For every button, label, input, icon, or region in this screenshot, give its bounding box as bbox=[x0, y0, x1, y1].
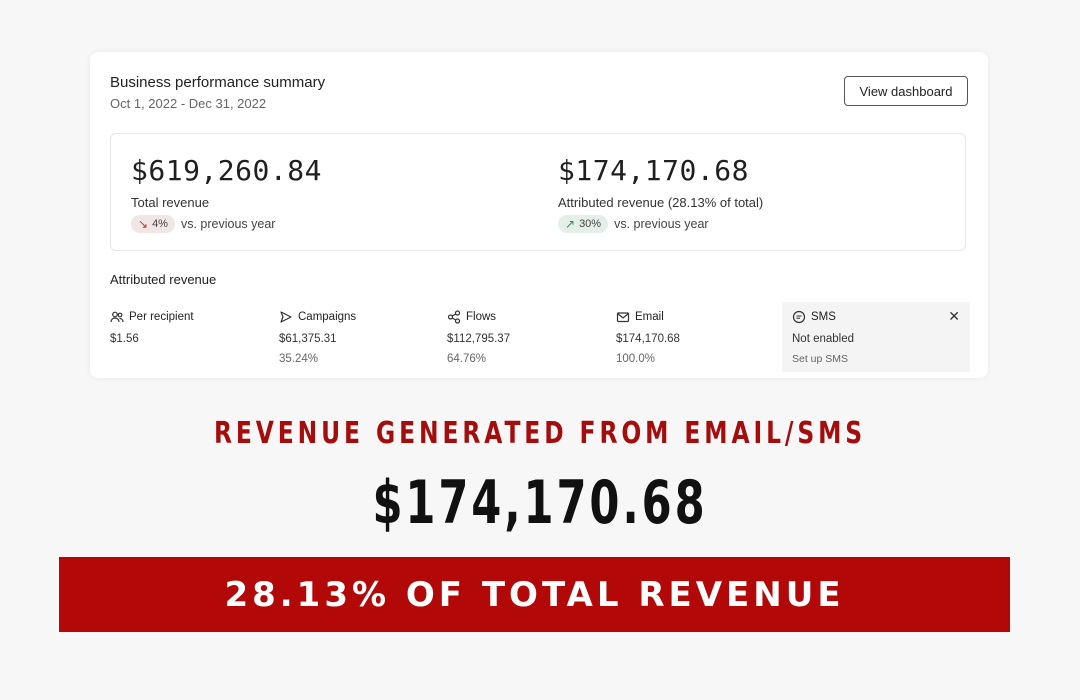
flows-value: $112,795.37 bbox=[447, 333, 511, 345]
campaigns-percent: 35.24% bbox=[279, 353, 319, 365]
flow-icon bbox=[447, 310, 461, 324]
envelope-icon bbox=[616, 310, 630, 324]
flows-column: Flows $112,795.37 64.76% bbox=[447, 310, 615, 365]
attributed-change-text: vs. previous year bbox=[614, 217, 709, 231]
overlay-big-number: $174,170.68 bbox=[372, 468, 708, 538]
view-dashboard-button[interactable]: View dashboard bbox=[844, 76, 968, 106]
attributed-revenue-metric: $174,170.68 Attributed revenue (28.13% o… bbox=[558, 154, 763, 233]
sms-label: SMS bbox=[811, 311, 836, 323]
trend-down-icon: ↘ bbox=[138, 217, 149, 231]
change-badge-up: ↗ 30% bbox=[558, 215, 609, 233]
attributed-revenue-label: Attributed revenue (28.13% of total) bbox=[558, 195, 764, 210]
close-icon[interactable]: ✕ bbox=[948, 308, 960, 324]
trend-up-icon: ↗ bbox=[565, 217, 576, 231]
sms-column: SMS Not enabled Set up SMS ✕ bbox=[782, 302, 970, 372]
revenue-summary-box: $619,260.84 Total revenue ↘ 4% vs. previ… bbox=[110, 133, 966, 251]
performance-summary-card: Business performance summary Oct 1, 2022… bbox=[90, 52, 988, 378]
send-icon bbox=[279, 310, 293, 324]
per-recipient-value: $1.56 bbox=[110, 333, 139, 345]
setup-sms-link[interactable]: Set up SMS bbox=[792, 353, 849, 365]
email-column: Email $174,170.68 100.0% bbox=[616, 310, 784, 365]
attributed-revenue-value: $174,170.68 bbox=[558, 154, 749, 187]
overlay-banner-text: 28.13% OF TOTAL REVENUE bbox=[224, 574, 845, 615]
attributed-revenue-title: Attributed revenue bbox=[110, 272, 217, 287]
date-range: Oct 1, 2022 - Dec 31, 2022 bbox=[110, 96, 267, 111]
attributed-revenue-change: ↗ 30% vs. previous year bbox=[558, 215, 763, 233]
total-revenue-metric: $619,260.84 Total revenue ↘ 4% vs. previ… bbox=[131, 154, 322, 233]
email-percent: 100.0% bbox=[616, 353, 656, 365]
email-value: $174,170.68 bbox=[616, 333, 680, 345]
sms-status: Not enabled bbox=[792, 333, 855, 345]
total-change-text: vs. previous year bbox=[180, 217, 276, 231]
overlay-banner: 28.13% OF TOTAL REVENUE bbox=[59, 557, 1010, 632]
campaigns-column: Campaigns $61,375.31 35.24% bbox=[279, 310, 447, 365]
people-icon bbox=[110, 310, 124, 324]
attributed-change-pct: 30% bbox=[579, 218, 602, 230]
card-title: Business performance summary bbox=[110, 74, 326, 91]
total-change-pct: 4% bbox=[152, 218, 168, 230]
email-label: Email bbox=[635, 311, 664, 323]
flows-percent: 64.76% bbox=[447, 353, 487, 365]
total-revenue-value: $619,260.84 bbox=[131, 154, 322, 187]
total-revenue-label: Total revenue bbox=[131, 195, 210, 210]
per-recipient-label: Per recipient bbox=[129, 311, 194, 323]
per-recipient-column: Per recipient $1.56 bbox=[110, 310, 278, 345]
campaigns-value: $61,375.31 bbox=[279, 333, 337, 345]
flows-label: Flows bbox=[466, 311, 497, 323]
total-revenue-change: ↘ 4% vs. previous year bbox=[131, 215, 322, 233]
sms-icon bbox=[792, 310, 806, 324]
overlay-headline: REVENUE GENERATED FROM EMAIL/SMS bbox=[213, 416, 867, 451]
campaigns-label: Campaigns bbox=[298, 311, 357, 323]
change-badge-down: ↘ 4% bbox=[131, 215, 175, 233]
